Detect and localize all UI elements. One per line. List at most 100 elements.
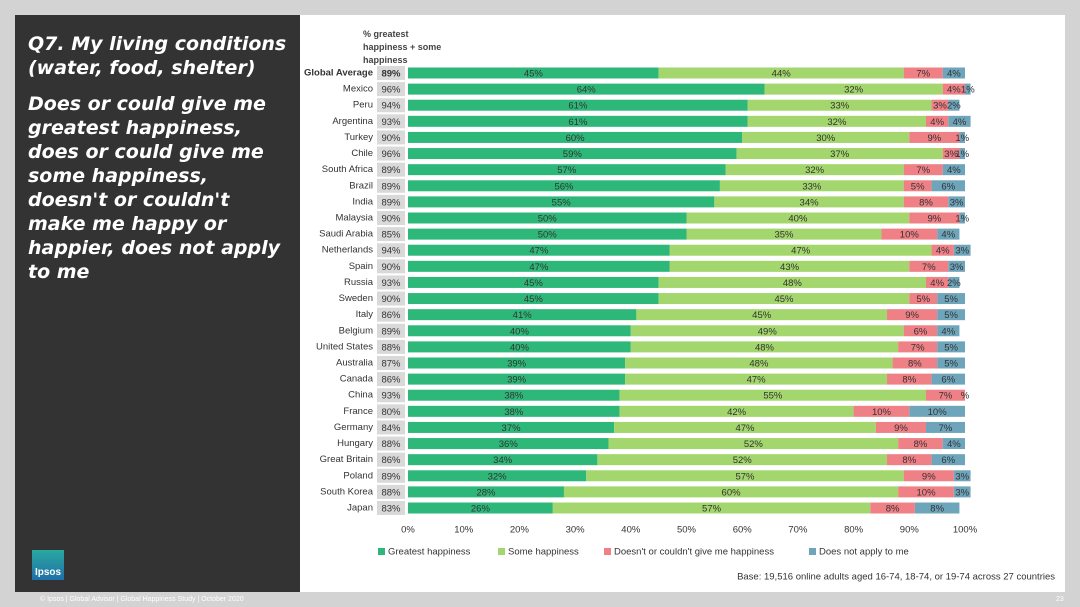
- data-label: 61%: [568, 117, 588, 128]
- total-box: [377, 211, 405, 225]
- data-label: 55%: [763, 391, 783, 402]
- data-label: 40%: [510, 326, 530, 337]
- data-label: 4%: [930, 278, 944, 289]
- bar-segment: [959, 148, 965, 160]
- bar-segment: [953, 244, 971, 256]
- data-label: 60%: [722, 487, 742, 498]
- bar-segment: [937, 341, 965, 353]
- category-label: Netherlands: [322, 245, 373, 256]
- x-tick-label: 30%: [566, 525, 586, 536]
- data-label: 48%: [783, 278, 803, 289]
- bar-segment: [898, 341, 938, 353]
- total-label: 89%: [381, 471, 401, 482]
- bar-segment: [926, 421, 965, 433]
- data-label: 7%: [922, 262, 936, 273]
- data-label: 2%: [947, 278, 961, 289]
- total-label: 84%: [381, 423, 401, 434]
- bar-segment: [764, 83, 943, 95]
- total-label: 86%: [381, 455, 401, 466]
- data-label: 39%: [507, 375, 527, 386]
- data-label: 9%: [894, 423, 908, 434]
- bar-segment: [408, 164, 726, 176]
- total-label: 90%: [381, 214, 401, 225]
- data-label: 40%: [510, 342, 530, 353]
- data-label: 9%: [905, 310, 919, 321]
- data-label: 44%: [772, 69, 792, 80]
- bar-segment: [931, 373, 965, 385]
- category-label: Germany: [334, 422, 373, 433]
- data-label: 1%: [955, 214, 969, 225]
- total-label: 80%: [381, 407, 401, 418]
- bar-segment: [408, 341, 631, 353]
- total-box: [377, 323, 405, 338]
- bar-segment: [658, 276, 927, 288]
- bar-segment: [636, 309, 888, 321]
- data-label: 4%: [936, 246, 950, 257]
- category-label: Belgium: [339, 325, 373, 336]
- bar-segment: [408, 83, 765, 95]
- bar-segment: [408, 244, 670, 256]
- data-label: 49%: [758, 326, 778, 337]
- total-label: 96%: [381, 149, 401, 160]
- x-tick-label: 0%: [401, 525, 415, 536]
- data-label: 3%: [955, 246, 969, 257]
- x-tick-label: 90%: [900, 525, 920, 536]
- data-label: 47%: [529, 246, 549, 257]
- bar-segment: [959, 131, 965, 143]
- bar-segment: [408, 470, 587, 482]
- category-label: Chile: [351, 148, 373, 159]
- total-box: [377, 468, 405, 483]
- total-label: 89%: [381, 165, 401, 176]
- logo: Ipsos: [32, 550, 64, 580]
- legend-swatch: [498, 548, 505, 555]
- bar-segment: [909, 212, 960, 224]
- total-label: 94%: [381, 246, 401, 257]
- data-label: 7%: [939, 423, 953, 434]
- data-label: 5%: [916, 294, 930, 305]
- data-label: 8%: [930, 504, 944, 515]
- category-label: Sweden: [339, 293, 373, 304]
- x-tick-label: 80%: [844, 525, 864, 536]
- data-label: 57%: [735, 471, 755, 482]
- data-label: 32%: [488, 471, 508, 482]
- total-box: [377, 227, 405, 242]
- total-box: [377, 178, 405, 193]
- bar-segment: [926, 276, 949, 288]
- data-label: 45%: [524, 278, 544, 289]
- bar-segment: [408, 260, 670, 272]
- bar-segment: [853, 405, 910, 417]
- bar-segment: [937, 357, 965, 369]
- data-label: 6%: [914, 326, 928, 337]
- legend-label: Some happiness: [508, 547, 579, 558]
- data-label: 8%: [902, 375, 916, 386]
- category-label: Malaysia: [336, 213, 374, 224]
- bar-segment: [903, 196, 949, 208]
- data-label: 3%: [950, 262, 964, 273]
- bar-segment: [625, 357, 893, 369]
- total-box: [377, 162, 405, 177]
- bar-segment: [931, 244, 954, 256]
- total-label: 93%: [381, 278, 401, 289]
- bar-segment: [937, 228, 960, 240]
- bar-segment: [408, 196, 715, 208]
- data-label: 6%: [941, 375, 955, 386]
- total-box: [377, 82, 405, 97]
- total-box: [377, 194, 405, 209]
- total-box: [377, 243, 405, 258]
- total-label: 89%: [381, 326, 401, 337]
- total-box: [377, 501, 405, 515]
- total-box: [377, 404, 405, 419]
- bar-segment: [625, 373, 888, 385]
- bar-segment: [408, 115, 748, 127]
- total-box: [377, 356, 405, 370]
- bar-segment: [658, 293, 910, 305]
- bar-segment: [942, 164, 965, 176]
- bar-segment: [408, 373, 626, 385]
- bar-segment: [552, 502, 871, 514]
- data-label: 4%: [930, 117, 944, 128]
- bar-segment: [408, 405, 620, 417]
- bar-segment: [948, 260, 965, 272]
- data-label: 39%: [507, 359, 527, 370]
- totals-header: % greatest happiness + some happiness: [363, 29, 442, 65]
